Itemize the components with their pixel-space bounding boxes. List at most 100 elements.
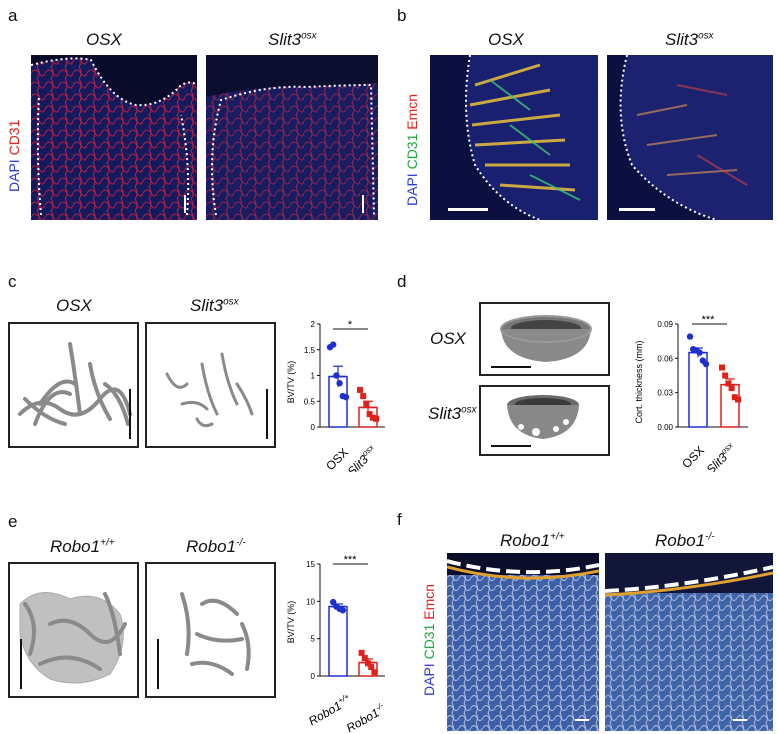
panel-f-title-left: Robo1+/+	[500, 531, 565, 550]
data-point	[360, 393, 367, 400]
panel-f-image-wt	[447, 553, 599, 731]
bar	[328, 605, 348, 677]
chart-c-axes: 0 0.5 1 1.5 2	[304, 320, 385, 432]
data-point	[728, 385, 735, 392]
chart-d-axes: 0.00 0.03 0.06 0.09	[657, 320, 748, 432]
panel-b-image-slit3	[607, 55, 773, 220]
data-point	[371, 669, 378, 676]
data-point	[731, 394, 738, 401]
data-point	[339, 607, 346, 614]
data-point	[735, 396, 741, 403]
panel-c-title-left: OSX	[56, 296, 92, 315]
panel-b-letter: b	[397, 6, 407, 25]
panel-d-label-osx: OSX	[430, 329, 466, 348]
panel-b-image-osx	[430, 55, 598, 220]
y-tick-label: 1.5	[304, 346, 316, 355]
data-point	[357, 386, 363, 393]
y-tick-label: 0.03	[657, 389, 673, 398]
chart-d-xtick-2: Slit3osx	[703, 440, 740, 472]
y-tick-label: 1	[311, 372, 316, 381]
panel-e-render-wt	[8, 562, 139, 698]
data-point	[725, 380, 732, 387]
data-point	[330, 341, 337, 348]
chart-d-sig: ***	[702, 314, 716, 326]
data-point	[365, 660, 371, 667]
chart-c-marks	[326, 341, 379, 428]
chart-c-ylabel: BV/TV (%)	[286, 361, 296, 404]
data-point	[369, 414, 376, 421]
panel-a-image-osx	[31, 55, 197, 220]
y-tick-label: 0.06	[657, 354, 673, 363]
chart-d-marks	[686, 333, 741, 428]
panel-e-title-left: Robo1+/+	[50, 537, 115, 556]
panel-c-letter: c	[8, 272, 17, 291]
vessel-image	[607, 55, 773, 220]
chart-c-xtick-2: Slit3osx	[344, 442, 381, 472]
panel-a-stain-label: DAPI CD31	[6, 119, 22, 192]
y-tick-label: 0.09	[657, 320, 673, 329]
cortical-bone-render	[491, 395, 579, 447]
y-tick-label: 15	[306, 560, 315, 569]
chart-c-sig: *	[348, 319, 353, 331]
data-point	[719, 364, 725, 371]
chart-d-ylabel: Cort. thickness (mm)	[634, 340, 644, 423]
cortical-bone-render	[491, 315, 592, 368]
panel-a-title-right: Slit3osx	[268, 30, 317, 49]
bone-render	[18, 342, 132, 439]
data-point	[336, 380, 343, 387]
chart-c: BV/TV (%) 00.511.52 * OSX Slit3osx	[286, 319, 385, 472]
data-point	[702, 360, 710, 368]
panel-a-title-left: OSX	[86, 30, 122, 49]
panel-a-image-slit3	[206, 55, 378, 220]
y-tick-label: 2	[311, 320, 316, 329]
panel-d-label-slit3: Slit3osx	[428, 404, 477, 423]
vessel-image	[605, 553, 773, 731]
bone-render	[19, 592, 127, 689]
data-point	[368, 664, 375, 671]
panel-e-letter: e	[8, 512, 18, 531]
panel-e-title-right: Robo1-/-	[186, 537, 246, 556]
chart-e-marks	[328, 598, 378, 677]
panel-d-render-slit3	[479, 385, 610, 456]
panel-f-stain-label: DAPI CD31 Emcn	[421, 583, 437, 696]
data-point	[330, 598, 337, 606]
panel-b-title-right: Slit3osx	[665, 30, 714, 49]
y-tick-label: 5	[311, 635, 316, 644]
data-point	[361, 655, 368, 662]
data-point	[333, 372, 340, 379]
panel-d-render-osx	[479, 302, 610, 376]
panel-e-render-ko	[145, 562, 276, 698]
y-tick-label: 0	[311, 672, 316, 681]
panel-b-stain-label: DAPI CD31 Emcn	[404, 93, 420, 206]
data-point	[373, 415, 379, 422]
chart-e-sig: ***	[344, 554, 358, 566]
data-point	[342, 393, 350, 401]
y-tick-label: 0.5	[304, 397, 316, 406]
y-tick-label: 10	[306, 597, 315, 606]
panel-f-image-ko	[605, 553, 773, 731]
bone-render	[165, 352, 268, 439]
chart-d: Cort. thickness (mm) 0.00 0.03 0.06 0.09 **…	[634, 314, 748, 472]
vessel-image	[447, 553, 599, 731]
data-point	[696, 349, 703, 356]
growth-plate-image	[31, 55, 197, 220]
data-point	[358, 649, 365, 656]
panel-d-letter: d	[397, 272, 407, 291]
panel-a-letter: a	[8, 6, 18, 25]
panel-c-title-right: Slit3osx	[190, 296, 239, 315]
data-point	[366, 411, 373, 418]
panel-f-letter: f	[397, 510, 402, 529]
data-point	[363, 400, 370, 407]
data-point	[722, 372, 729, 379]
growth-plate-image	[206, 55, 378, 220]
data-point	[686, 333, 694, 340]
panel-b-title-left: OSX	[488, 30, 524, 49]
panel-c-render-slit3	[145, 322, 276, 448]
chart-e-ylabel: BV/TV (%)	[286, 601, 296, 644]
panel-f-title-right: Robo1-/-	[655, 531, 715, 550]
bone-render	[157, 592, 251, 689]
y-tick-label: 0.00	[657, 423, 673, 432]
panel-c-render-osx	[8, 322, 139, 448]
vessel-image	[430, 55, 598, 220]
